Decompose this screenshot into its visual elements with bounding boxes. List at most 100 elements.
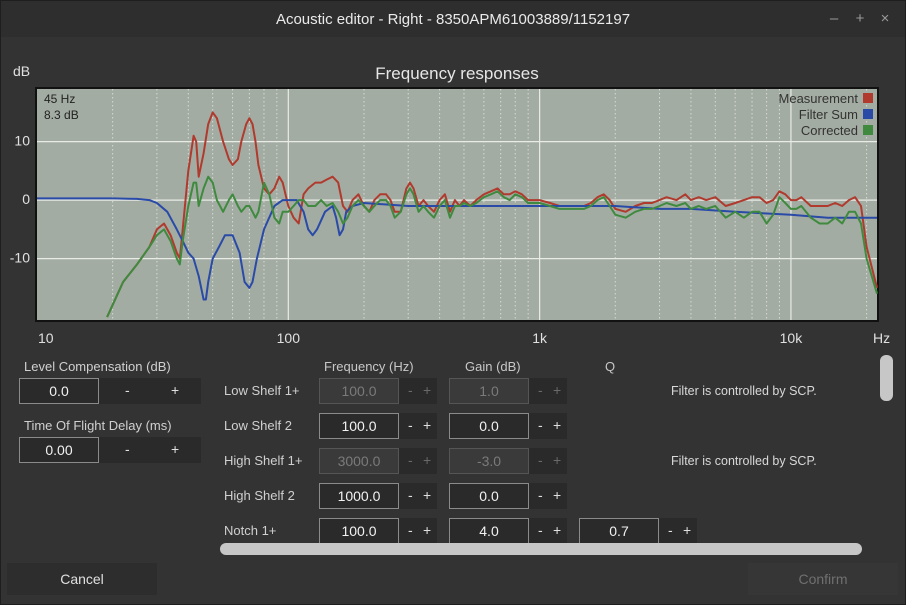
level-compensation-minus[interactable]: -: [125, 382, 130, 398]
x-tick-label: 1k: [532, 330, 548, 346]
close-button[interactable]: ×: [880, 10, 890, 27]
y-tick-label: 10: [14, 133, 30, 149]
level-compensation-plus[interactable]: +: [171, 382, 180, 398]
cancel-button[interactable]: Cancel: [7, 563, 157, 595]
filter-gain-plus[interactable]: +: [553, 487, 562, 503]
time-of-flight-input[interactable]: [19, 437, 99, 463]
filter-name: Low Shelf 1+: [224, 383, 300, 398]
time-of-flight-minus[interactable]: -: [125, 441, 130, 457]
filter-frequency-minus[interactable]: -: [408, 452, 413, 468]
maximize-button[interactable]: +: [855, 10, 865, 27]
filter-gain-stepper: - +: [529, 518, 567, 544]
filter-q-stepper: - +: [659, 518, 697, 544]
filter-gain-input[interactable]: [449, 518, 529, 544]
filter-gain-plus[interactable]: +: [553, 522, 562, 538]
legend-swatch: [863, 93, 873, 103]
filter-frequency-stepper: - +: [399, 483, 437, 509]
time-of-flight-plus[interactable]: +: [171, 441, 180, 457]
legend-label: Measurement: [779, 91, 859, 106]
legend-label: Corrected: [801, 123, 858, 138]
confirm-button[interactable]: Confirm: [748, 563, 898, 595]
legend-swatch: [863, 109, 873, 119]
filter-gain-minus[interactable]: -: [538, 487, 543, 503]
filter-gain-plus[interactable]: +: [553, 417, 562, 433]
filter-gain-stepper: - +: [529, 413, 567, 439]
horizontal-scrollbar[interactable]: [220, 543, 862, 555]
filter-frequency-minus[interactable]: -: [408, 417, 413, 433]
filter-q-plus[interactable]: +: [683, 522, 692, 538]
filter-frequency-minus[interactable]: -: [408, 522, 413, 538]
y-axis-label: dB: [13, 63, 30, 79]
x-tick-label: 10k: [780, 330, 804, 346]
grid: [37, 89, 877, 320]
filter-frequency-plus[interactable]: +: [423, 487, 432, 503]
filter-gain-minus[interactable]: -: [538, 417, 543, 433]
filter-gain-stepper: - +: [529, 378, 567, 404]
filter-name: Notch 1+: [224, 523, 277, 538]
filter-frequency-stepper: - +: [399, 378, 437, 404]
filter-frequency-input[interactable]: [319, 413, 399, 439]
x-axis-label: Hz: [873, 330, 890, 346]
cursor-frequency: 45 Hz: [44, 92, 75, 106]
filter-frequency-plus[interactable]: +: [423, 452, 432, 468]
chart-title: Frequency responses: [375, 64, 538, 83]
filter-gain-minus[interactable]: -: [538, 522, 543, 538]
filter-frequency-stepper: - +: [399, 518, 437, 544]
filter-frequency-minus[interactable]: -: [408, 382, 413, 398]
filter-scp-note: Filter is controlled by SCP.: [671, 384, 817, 398]
x-tick-label: 10: [38, 330, 54, 346]
filter-frequency-stepper: - +: [399, 448, 437, 474]
filter-name: Low Shelf 2: [224, 418, 292, 433]
time-of-flight-stepper: - +: [99, 437, 201, 463]
filter-gain-input[interactable]: [449, 483, 529, 509]
filter-frequency-input[interactable]: [319, 518, 399, 544]
level-compensation-label: Level Compensation (dB): [24, 359, 171, 374]
filter-name: High Shelf 1+: [224, 453, 303, 468]
filter-q-minus[interactable]: -: [668, 522, 673, 538]
filter-gain-stepper: - +: [529, 483, 567, 509]
filter-gain-plus[interactable]: +: [553, 452, 562, 468]
frequency-response-chart: Frequency responses dB Hz 10 100 1k 10k 10 0-…: [1, 56, 905, 356]
filter-name: High Shelf 2: [224, 488, 295, 503]
filter-frequency-input[interactable]: [319, 448, 399, 474]
filter-gain-input[interactable]: [449, 378, 529, 404]
chart-svg: Frequency responses dB Hz 10 100 1k 10k100-…: [10, 63, 890, 346]
title-bar: Acoustic editor - Right - 8350APM6100388…: [1, 1, 905, 37]
filter-q-input[interactable]: [579, 518, 659, 544]
filter-frequency-plus[interactable]: +: [423, 522, 432, 538]
filter-gain-input[interactable]: [449, 413, 529, 439]
time-of-flight-label: Time Of Flight Delay (ms): [24, 418, 172, 433]
legend-label: Filter Sum: [799, 107, 858, 122]
filter-gain-plus[interactable]: +: [553, 382, 562, 398]
series-line-filter-sum: [37, 197, 877, 301]
filter-frequency-minus[interactable]: -: [408, 487, 413, 503]
minimize-button[interactable]: –: [829, 10, 839, 27]
series-line-corrected: [106, 175, 878, 318]
cursor-level: 8.3 dB: [44, 108, 79, 122]
y-tick-label: -10: [10, 250, 30, 266]
filter-gain-stepper: - +: [529, 448, 567, 474]
window-title: Acoustic editor - Right - 8350APM6100388…: [275, 11, 631, 28]
q-header: Q: [605, 359, 616, 374]
vertical-scrollbar[interactable]: [880, 355, 893, 401]
filter-scp-note: Filter is controlled by SCP.: [671, 454, 817, 468]
x-tick-label: 100: [277, 330, 301, 346]
filter-frequency-input[interactable]: [319, 378, 399, 404]
frequency-header: Frequency (Hz): [324, 359, 414, 374]
level-compensation-input[interactable]: [19, 378, 99, 404]
plot-area[interactable]: [35, 87, 879, 322]
legend-swatch: [863, 125, 873, 135]
level-compensation-stepper: - +: [99, 378, 201, 404]
filter-frequency-input[interactable]: [319, 483, 399, 509]
filter-frequency-stepper: - +: [399, 413, 437, 439]
series-lines: [37, 111, 878, 318]
y-tick-label: 0: [22, 191, 30, 207]
filter-gain-minus[interactable]: -: [538, 382, 543, 398]
filter-frequency-plus[interactable]: +: [423, 417, 432, 433]
filter-gain-minus[interactable]: -: [538, 452, 543, 468]
filter-gain-input[interactable]: [449, 448, 529, 474]
filter-frequency-plus[interactable]: +: [423, 382, 432, 398]
